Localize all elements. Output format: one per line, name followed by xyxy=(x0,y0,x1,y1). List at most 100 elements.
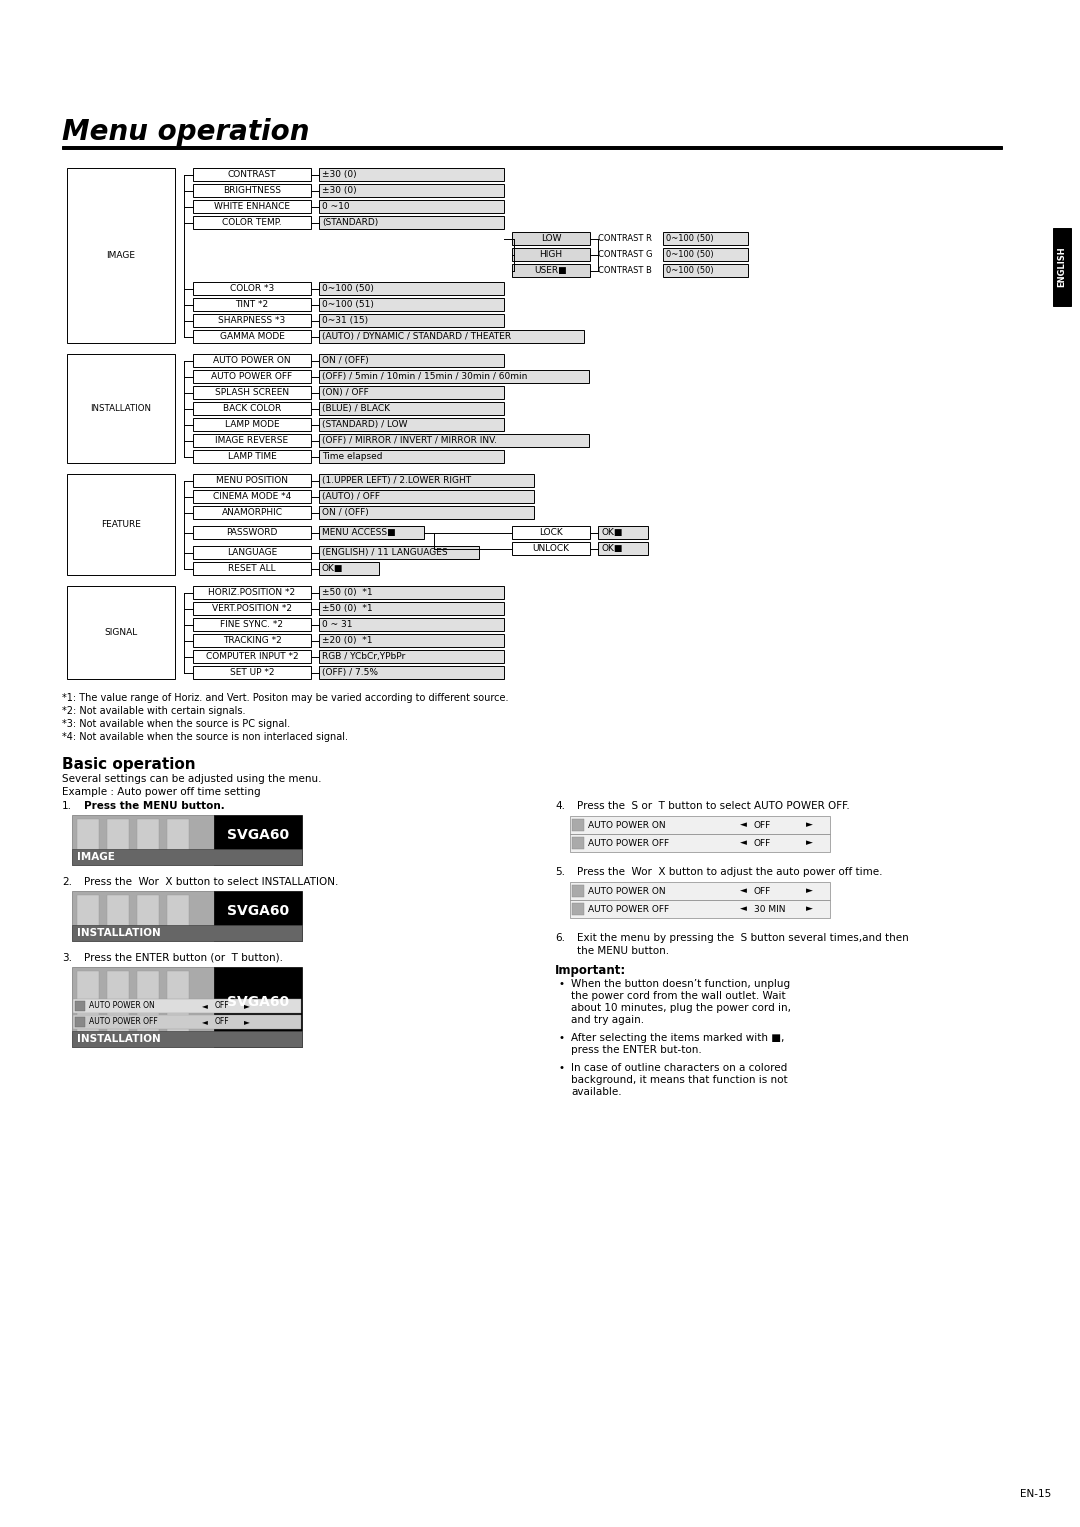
Bar xyxy=(319,370,589,383)
Bar xyxy=(193,602,311,615)
Text: IMAGE REVERSE: IMAGE REVERSE xyxy=(215,437,288,444)
Text: Important:: Important: xyxy=(555,964,626,977)
Text: LOW: LOW xyxy=(541,234,562,243)
Text: IMAGE: IMAGE xyxy=(107,250,135,260)
Bar xyxy=(663,264,748,276)
Text: COLOR *3: COLOR *3 xyxy=(230,284,274,293)
Bar xyxy=(193,402,311,415)
Text: CONTRAST: CONTRAST xyxy=(228,169,276,179)
Text: •: • xyxy=(559,1063,565,1073)
Bar xyxy=(319,298,504,312)
Text: RESET ALL: RESET ALL xyxy=(228,563,275,573)
Text: ◄: ◄ xyxy=(740,887,747,895)
Text: 6.: 6. xyxy=(555,933,565,944)
Text: 0~100 (50): 0~100 (50) xyxy=(666,266,714,275)
Bar xyxy=(512,264,590,276)
Text: ◄: ◄ xyxy=(740,820,747,829)
Text: OFF: OFF xyxy=(754,838,771,847)
Bar xyxy=(570,899,831,918)
Text: BACK COLOR: BACK COLOR xyxy=(222,405,281,412)
Text: (ON) / OFF: (ON) / OFF xyxy=(322,388,368,397)
Text: 30 MIN: 30 MIN xyxy=(754,904,785,913)
Bar xyxy=(319,505,534,519)
Bar xyxy=(193,547,311,559)
Text: Basic operation: Basic operation xyxy=(62,757,195,773)
Text: BRIGHTNESS: BRIGHTNESS xyxy=(222,186,281,195)
Bar xyxy=(193,370,311,383)
Text: 0 ~ 31: 0 ~ 31 xyxy=(322,620,352,629)
Bar xyxy=(193,473,311,487)
Text: When the button doesn’t function, unplug: When the button doesn’t function, unplug xyxy=(571,979,791,989)
Text: AUTO POWER OFF: AUTO POWER OFF xyxy=(212,373,293,382)
Bar xyxy=(193,315,311,327)
Bar xyxy=(319,602,504,615)
Text: available.: available. xyxy=(571,1087,622,1096)
Text: ►: ► xyxy=(806,887,813,895)
Text: GAMMA MODE: GAMMA MODE xyxy=(219,331,284,341)
Bar xyxy=(319,315,504,327)
Text: FINE SYNC. *2: FINE SYNC. *2 xyxy=(220,620,283,629)
Text: INSTALLATION: INSTALLATION xyxy=(77,1034,161,1044)
Bar xyxy=(193,450,311,463)
Bar xyxy=(107,895,129,931)
Text: Press the MENU button.: Press the MENU button. xyxy=(84,802,225,811)
Text: ►: ► xyxy=(806,838,813,847)
Text: UNLOCK: UNLOCK xyxy=(532,544,569,553)
Bar xyxy=(570,883,831,899)
Text: (STANDARD) / LOW: (STANDARD) / LOW xyxy=(322,420,407,429)
Bar xyxy=(193,168,311,182)
Text: SHARPNESS *3: SHARPNESS *3 xyxy=(218,316,285,325)
Text: PASSWORD: PASSWORD xyxy=(227,528,278,538)
Text: ±20 (0)  *1: ±20 (0) *1 xyxy=(322,637,373,644)
Text: CONTRAST R: CONTRAST R xyxy=(598,234,652,243)
Bar xyxy=(67,354,175,463)
Bar xyxy=(572,837,584,849)
Text: SVGA60: SVGA60 xyxy=(227,996,289,1009)
Bar xyxy=(72,890,214,941)
Text: ►: ► xyxy=(806,820,813,829)
Bar xyxy=(193,505,311,519)
Text: SIGNAL: SIGNAL xyxy=(105,628,137,637)
Bar xyxy=(72,849,302,864)
Bar xyxy=(319,402,504,415)
Bar xyxy=(663,247,748,261)
Text: IMAGE: IMAGE xyxy=(77,852,114,863)
Text: (OFF) / 7.5%: (OFF) / 7.5% xyxy=(322,667,378,676)
Text: 0~31 (15): 0~31 (15) xyxy=(322,316,368,325)
Text: COMPUTER INPUT *2: COMPUTER INPUT *2 xyxy=(205,652,298,661)
Text: FEATURE: FEATURE xyxy=(102,521,140,528)
Text: EN-15: EN-15 xyxy=(1020,1489,1051,1500)
Bar xyxy=(319,200,504,212)
Bar xyxy=(319,418,504,431)
Text: 0~100 (50): 0~100 (50) xyxy=(666,234,714,243)
Text: AUTO POWER OFF: AUTO POWER OFF xyxy=(588,904,670,913)
Bar xyxy=(319,183,504,197)
Text: (AUTO) / DYNAMIC / STANDARD / THEATER: (AUTO) / DYNAMIC / STANDARD / THEATER xyxy=(322,331,511,341)
Text: WHITE ENHANCE: WHITE ENHANCE xyxy=(214,202,291,211)
Text: *3: Not available when the source is PC signal.: *3: Not available when the source is PC … xyxy=(62,719,291,728)
Bar xyxy=(73,999,301,1012)
Text: (BLUE) / BLACK: (BLUE) / BLACK xyxy=(322,405,390,412)
Text: press the ENTER but-ton.: press the ENTER but-ton. xyxy=(571,1044,702,1055)
Text: ±50 (0)  *1: ±50 (0) *1 xyxy=(322,588,373,597)
Bar xyxy=(572,818,584,831)
Bar xyxy=(72,815,214,864)
Text: OK■: OK■ xyxy=(600,544,622,553)
Text: ±30 (0): ±30 (0) xyxy=(322,169,356,179)
Bar xyxy=(137,895,159,931)
Text: MENU ACCESS■: MENU ACCESS■ xyxy=(322,528,395,538)
Bar xyxy=(167,971,189,1037)
Bar xyxy=(319,450,504,463)
Bar xyxy=(73,1015,301,1029)
Bar xyxy=(62,147,1002,150)
Bar xyxy=(319,651,504,663)
Text: Press the  Wor  X button to select INSTALLATION.: Press the Wor X button to select INSTALL… xyxy=(84,876,338,887)
Text: 4.: 4. xyxy=(555,802,565,811)
Bar xyxy=(1053,228,1071,305)
Bar xyxy=(512,542,590,554)
Bar xyxy=(72,967,214,1048)
Text: SPLASH SCREEN: SPLASH SCREEN xyxy=(215,388,289,397)
Text: Press the ENTER button (or  T button).: Press the ENTER button (or T button). xyxy=(84,953,283,964)
Text: Press the  Wor  X button to adjust the auto power off time.: Press the Wor X button to adjust the aut… xyxy=(577,867,882,876)
Bar xyxy=(107,971,129,1037)
